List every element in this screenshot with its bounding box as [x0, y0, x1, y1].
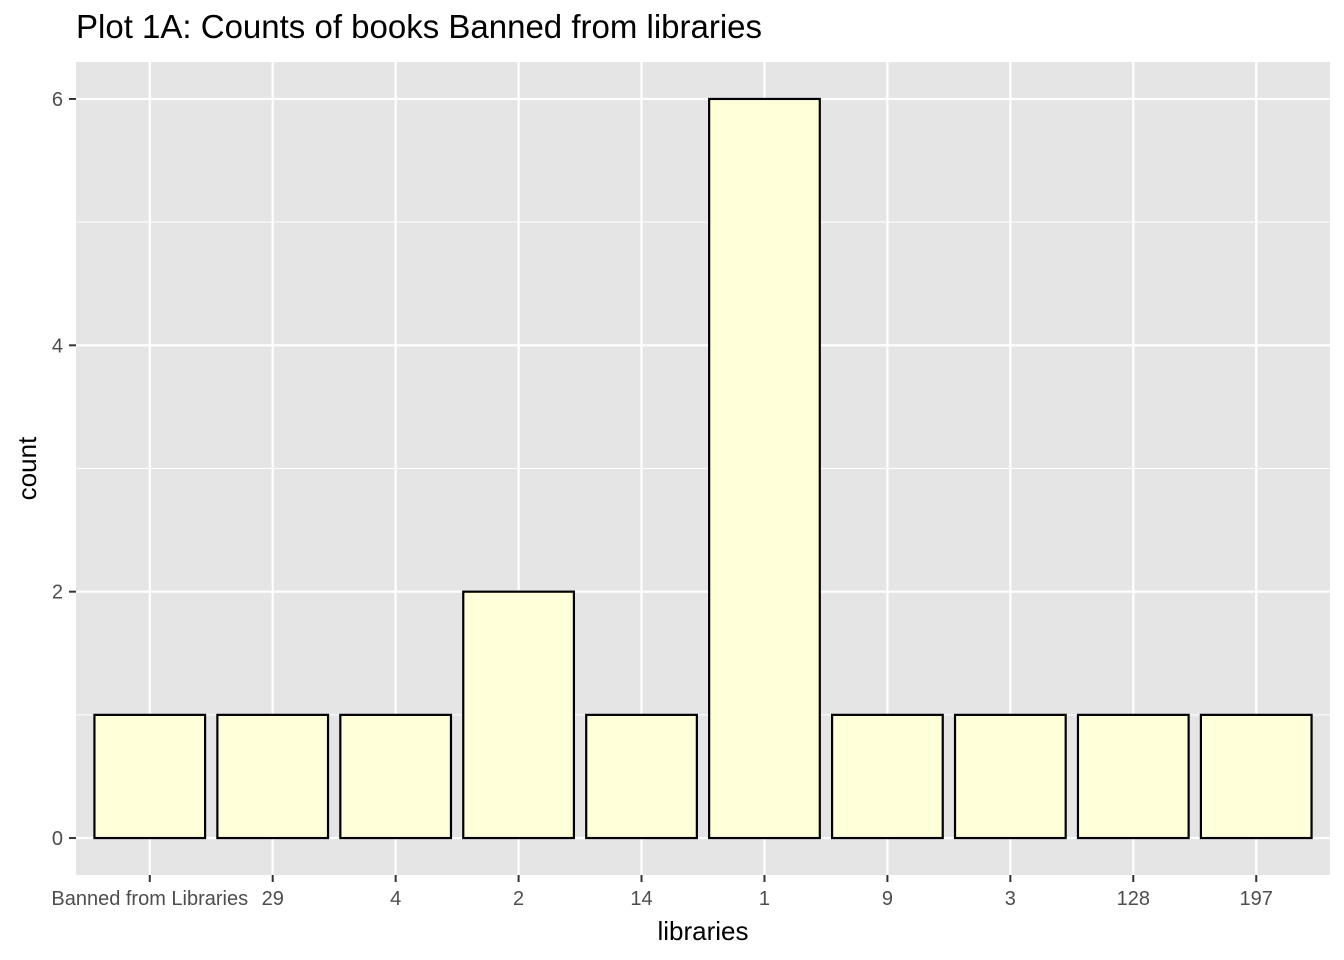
bar-9 — [830, 713, 944, 840]
x-tick-label: 1 — [759, 888, 770, 910]
y-axis-title: count — [12, 436, 42, 500]
bar-197 — [1199, 713, 1313, 840]
x-tick-label: 29 — [262, 888, 284, 910]
x-tick-label: 128 — [1117, 888, 1150, 910]
y-tick-label: 4 — [52, 335, 63, 357]
x-tick-label: Banned from Libraries — [51, 888, 248, 910]
x-tick-label: 197 — [1240, 888, 1273, 910]
x-tick-label: 4 — [390, 888, 401, 910]
y-tick-label: 6 — [52, 89, 63, 111]
bar-128 — [1076, 713, 1190, 840]
x-axis: Banned from Libraries 29 4 2 14 1 9 3 128 197 — [51, 875, 1273, 910]
x-tick-label: 2 — [513, 888, 524, 910]
x-tick-label: 9 — [882, 888, 893, 910]
bar-29 — [216, 713, 330, 840]
bar-4 — [339, 713, 453, 840]
bars — [93, 97, 1313, 840]
bar-2 — [462, 590, 576, 840]
bar-banned-from-libraries — [93, 713, 207, 840]
bar-3 — [953, 713, 1067, 840]
y-tick-label: 2 — [52, 582, 63, 604]
chart-title: Plot 1A: Counts of books Banned from lib… — [76, 8, 763, 45]
y-tick-label: 0 — [52, 828, 63, 850]
bar-1 — [708, 97, 821, 840]
bar-14 — [585, 713, 698, 840]
x-tick-label: 14 — [630, 888, 652, 910]
x-axis-title: libraries — [657, 916, 748, 946]
x-tick-label: 3 — [1005, 888, 1016, 910]
y-axis: 0 2 4 6 — [52, 89, 76, 850]
